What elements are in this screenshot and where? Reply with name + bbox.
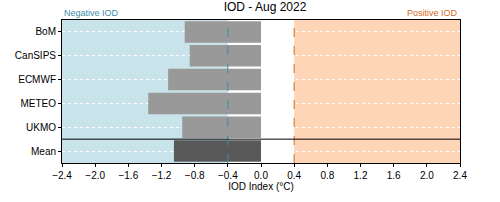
svg-text:1.2: 1.2 xyxy=(354,170,368,181)
svg-text:0.8: 0.8 xyxy=(320,170,334,181)
svg-text:2.4: 2.4 xyxy=(453,170,467,181)
svg-text:ECMWF: ECMWF xyxy=(18,74,56,85)
svg-text:2.0: 2.0 xyxy=(420,170,434,181)
svg-text:METEO: METEO xyxy=(20,98,56,109)
svg-text:−2.0: −2.0 xyxy=(85,170,105,181)
svg-text:Mean: Mean xyxy=(31,146,56,157)
svg-text:1.6: 1.6 xyxy=(387,170,401,181)
svg-text:BoM: BoM xyxy=(35,26,56,37)
svg-text:UKMO: UKMO xyxy=(26,122,56,133)
svg-text:0.0: 0.0 xyxy=(254,170,268,181)
svg-text:−1.6: −1.6 xyxy=(118,170,138,181)
svg-text:−0.8: −0.8 xyxy=(185,170,205,181)
svg-text:−0.4: −0.4 xyxy=(218,170,238,181)
svg-text:IOD - Aug 2022: IOD - Aug 2022 xyxy=(224,0,307,14)
svg-text:Positive IOD: Positive IOD xyxy=(407,8,458,18)
svg-text:0.4: 0.4 xyxy=(287,170,301,181)
svg-text:Negative IOD: Negative IOD xyxy=(64,8,119,18)
svg-text:CanSIPS: CanSIPS xyxy=(15,50,56,61)
svg-text:−2.4: −2.4 xyxy=(52,170,72,181)
svg-text:−1.2: −1.2 xyxy=(152,170,172,181)
svg-text:IOD Index (°C): IOD Index (°C) xyxy=(228,181,294,192)
